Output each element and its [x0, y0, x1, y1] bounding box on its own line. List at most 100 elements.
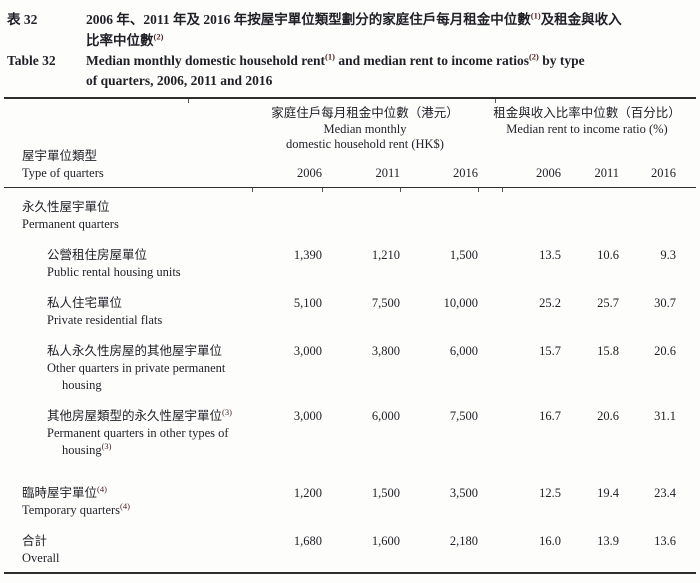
- footnote-sup: (3): [101, 440, 112, 451]
- row-label-zh: 公營租住房屋單位: [47, 248, 148, 262]
- value-cell: 16.0: [539, 534, 561, 548]
- row-label-zh: 私人永久性房屋的其他屋宇單位: [47, 344, 223, 358]
- value-cell: 12.5: [539, 486, 561, 500]
- value-cell: 13.5: [539, 248, 561, 262]
- value-cell: 3,800: [371, 344, 400, 358]
- table-top-rule: [4, 97, 696, 99]
- row-label: 私人住宅單位 Private residential flats: [4, 295, 252, 329]
- value-cell: 6,000: [449, 344, 478, 358]
- table-body: 永久性屋宇單位 Permanent quarters 公營租住房屋單位 Public …: [4, 199, 696, 581]
- value-cell: 1,600: [371, 534, 400, 548]
- row-label-zh: 臨時屋宇單位(4): [22, 483, 107, 500]
- group-rent-zh: 家庭住戶每月租金中位數（港元）: [271, 106, 459, 120]
- footnote-sup: (4): [97, 483, 107, 494]
- rule-tick: [400, 188, 401, 192]
- table-number-en: Table 32: [7, 53, 56, 68]
- table-row: 永久性屋宇單位 Permanent quarters: [4, 199, 696, 233]
- value-cell: 13.6: [654, 534, 676, 548]
- table-title-zh: 2006 年、2011 年及 2016 年按屋宇單位類型劃分的家庭住戶每月租金中…: [86, 9, 700, 51]
- title-zh-line: 比率中位數(2): [86, 31, 164, 48]
- table-bottom-rule: [4, 572, 696, 574]
- row-label-en: Overall: [22, 551, 60, 565]
- title-en-line: of quarters, 2006, 2011 and 2016: [86, 73, 273, 88]
- stub-header-en: Type of quarters: [22, 166, 104, 180]
- value-cell: 6,000: [371, 409, 400, 423]
- row-label-en: Permanent quarters in other types of: [47, 426, 229, 440]
- title-block: 表 32 2006 年、2011 年及 2016 年按屋宇單位類型劃分的家庭住戶…: [0, 0, 700, 97]
- footnote-sup: (1): [530, 10, 541, 21]
- row-label-zh: 其他房屋類型的永久性屋宇單位(3): [47, 406, 232, 423]
- footnote-sup: (1): [325, 51, 335, 62]
- value-cell: 31.1: [654, 409, 676, 423]
- rule-tick: [502, 188, 503, 192]
- row-label-en: Temporary quarters(4): [22, 500, 130, 517]
- group-rent-en: Median monthly: [323, 121, 407, 136]
- year-header: 2006: [536, 166, 561, 180]
- value-cell: 20.6: [654, 344, 676, 358]
- value-cell: 10.6: [597, 248, 619, 262]
- group-headers: 家庭住戶每月租金中位數（港元） Median monthly domestic …: [252, 106, 696, 153]
- value-cell: 10,000: [443, 296, 478, 310]
- value-cell: 3,000: [293, 409, 322, 423]
- value-cell: 1,500: [371, 486, 400, 500]
- group-ratio-zh: 租金與收入比率中位數（百分比）: [493, 106, 681, 120]
- table-title-en: Median monthly domestic household rent(1…: [86, 51, 700, 91]
- row-label: 私人永久性房屋的其他屋宇單位 Other quarters in private …: [4, 343, 252, 394]
- year-header: 2011: [375, 166, 400, 180]
- title-en-line: Median monthly domestic household rent(1…: [86, 51, 585, 68]
- value-cell: 1,210: [371, 248, 400, 262]
- rule-tick: [478, 188, 479, 192]
- value-cell: 16.7: [539, 409, 561, 423]
- year-header: 2016: [651, 166, 676, 180]
- table-row: 公營租住房屋單位 Public rental housing units 1,390…: [4, 247, 696, 281]
- value-cell: 23.4: [654, 486, 676, 500]
- footnote-sup: (4): [120, 500, 130, 511]
- row-label: 臨時屋宇單位(4) Temporary quarters(4): [4, 485, 252, 519]
- value-cell: 1,200: [293, 486, 322, 500]
- row-label-en: Other quarters in private permanent: [47, 361, 226, 375]
- value-cell: 15.7: [539, 344, 561, 358]
- rule-tick: [495, 99, 496, 103]
- year-headers: 2006 2011 2016 2006 2011 2016: [252, 165, 696, 182]
- group-header-rent: 家庭住戶每月租金中位數（港元） Median monthly domestic …: [252, 106, 478, 153]
- footnote-sup: (2): [153, 31, 164, 42]
- value-cell: 3,000: [293, 344, 322, 358]
- row-label-en: housing(3): [62, 440, 112, 457]
- value-cell: 25.2: [539, 296, 561, 310]
- value-cell: 7,500: [371, 296, 400, 310]
- footnote-sup: (3): [222, 406, 232, 417]
- title-zh-line: 2006 年、2011 年及 2016 年按屋宇單位類型劃分的家庭住戶每月租金中…: [86, 10, 622, 27]
- table-row: 私人住宅單位 Private residential flats 5,100 7,50…: [4, 295, 696, 329]
- row-label-en: Private residential flats: [47, 313, 163, 327]
- title-en-row: Table 32 Median monthly domestic househo…: [0, 51, 700, 91]
- header-right: 家庭住戶每月租金中位數（港元） Median monthly domestic …: [252, 100, 696, 186]
- stub-header: 屋宇單位類型 Type of quarters: [4, 100, 252, 186]
- table-row: 合計 Overall 1,680 1,600 2,180 16.0 13.9 13.6: [4, 533, 696, 567]
- footnote-sup: (2): [528, 51, 539, 62]
- table-row: 臨時屋宇單位(4) Temporary quarters(4) 1,200 1,500…: [4, 485, 696, 519]
- value-cell: 19.4: [597, 486, 619, 500]
- title-zh-row: 表 32 2006 年、2011 年及 2016 年按屋宇單位類型劃分的家庭住戶…: [0, 9, 700, 51]
- row-label-zh: 永久性屋宇單位: [22, 200, 110, 214]
- group-ratio-en: Median rent to income ratio (%): [506, 121, 668, 136]
- row-label: 合計 Overall: [4, 533, 252, 567]
- row-label-zh: 合計: [22, 534, 48, 548]
- value-cell: 25.7: [597, 296, 619, 310]
- table-number-zh: 表 32: [7, 12, 38, 27]
- year-header: 2006: [297, 166, 322, 180]
- rule-tick: [322, 188, 323, 192]
- rule-tick: [252, 188, 253, 192]
- row-label: 永久性屋宇單位 Permanent quarters: [4, 199, 252, 233]
- table-row: 其他房屋類型的永久性屋宇單位(3) Permanent quarters in o…: [4, 408, 696, 459]
- row-label-zh: 私人住宅單位: [47, 296, 123, 310]
- row-label-en: Public rental housing units: [47, 265, 181, 279]
- value-cell: 1,500: [449, 248, 478, 262]
- table-header: 屋宇單位類型 Type of quarters 家庭住戶每月租金中位數（港元） …: [4, 100, 696, 186]
- row-label: 公營租住房屋單位 Public rental housing units: [4, 247, 252, 281]
- value-cell: 15.8: [597, 344, 619, 358]
- value-cell: 1,390: [293, 248, 322, 262]
- table-header-rule: [4, 187, 696, 188]
- row-label: 其他房屋類型的永久性屋宇單位(3) Permanent quarters in o…: [4, 408, 252, 459]
- group-header-ratio: 租金與收入比率中位數（百分比） Median rent to income ra…: [478, 106, 696, 153]
